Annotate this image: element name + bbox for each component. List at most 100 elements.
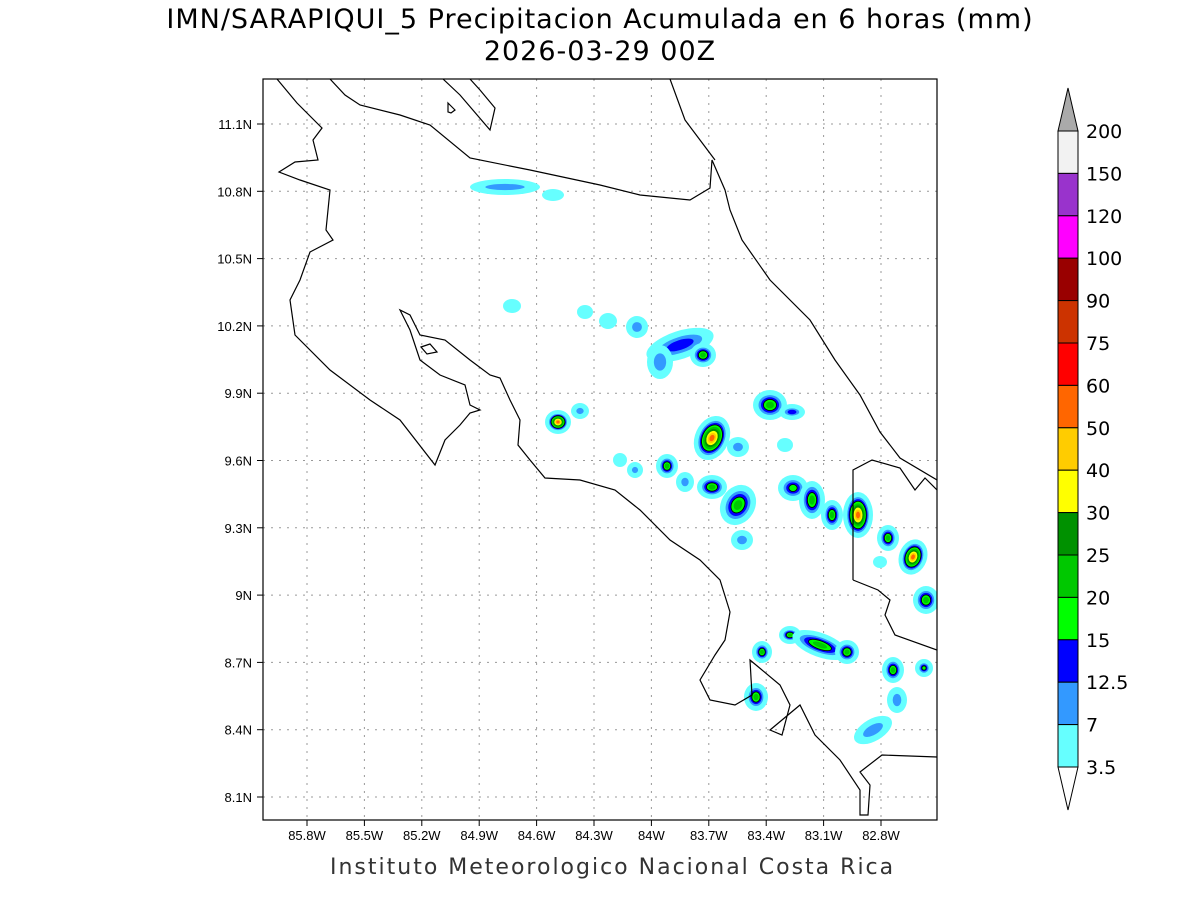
colorbar-swatch: [1057, 342, 1079, 386]
lon-tick-label: 85.5W: [346, 828, 384, 843]
precipitation-contour: [556, 420, 560, 424]
precipitation-contour: [599, 313, 617, 329]
precipitation-contour: [708, 484, 716, 490]
precipitation-cell: [577, 305, 593, 319]
precipitation-contour: [709, 434, 715, 442]
precipitation-cell: [599, 313, 617, 329]
precipitation-contour: [812, 641, 828, 649]
colorbar-swatch: [1057, 681, 1079, 726]
precipitation-cell: [877, 525, 899, 551]
latitude-labels: 11.1N 10.8N 10.5N 10.2N 9.9N 9.6N 9.3N 9N 8.7N 8.…: [217, 117, 263, 805]
lat-tick-label: 8.1N: [225, 790, 252, 805]
precipitation-cell: [727, 437, 749, 457]
lat-tick-label: 8.4N: [225, 723, 252, 738]
precipitation-contour: [921, 665, 927, 671]
precipitation-contour: [809, 495, 815, 505]
precipitation-contour: [863, 723, 883, 737]
precipitation-contour: [777, 438, 793, 452]
precipitation-contour: [613, 453, 627, 467]
precipitation-contour: [737, 535, 747, 545]
lon-tick-label: 82.8W: [862, 828, 900, 843]
lon-tick-label: 85.8W: [288, 828, 326, 843]
colorbar-level-label: 30: [1086, 503, 1110, 525]
precipitation-contour: [542, 189, 564, 201]
precipitation-contour: [873, 556, 887, 568]
precipitation-contour: [787, 633, 793, 637]
precipitation-contour: [766, 401, 774, 409]
precipitation-contour: [681, 477, 689, 487]
precipitation-contour: [700, 352, 706, 358]
colorbar-swatch: [1057, 554, 1079, 598]
precipitation-cell: [676, 472, 694, 492]
precipitation-cell: [690, 343, 716, 367]
colorbar-level-label: 90: [1086, 291, 1110, 313]
precipitation-contour: [631, 466, 639, 474]
precipitation-contour: [760, 649, 764, 655]
precipitation-contour: [829, 511, 835, 519]
precipitation-contour: [577, 305, 593, 319]
lat-tick-label: 8.7N: [225, 655, 252, 670]
colorbar-swatch: [1057, 639, 1079, 683]
lat-tick-label: 11.1N: [218, 117, 252, 132]
precipitation-contour: [666, 338, 694, 352]
precipitation-contour: [753, 693, 759, 701]
colorbar-level-label: 120: [1086, 206, 1122, 228]
precipitation-contour: [653, 353, 667, 371]
lon-tick-label: 83.7W: [690, 828, 728, 843]
precipitation-cell: [854, 715, 892, 745]
colorbar-level-label: 100: [1086, 248, 1122, 270]
precipitation-contour: [503, 299, 521, 313]
precipitation-cell: [613, 453, 627, 467]
precipitation-cell: [792, 629, 848, 661]
colorbar-level-label: 75: [1086, 333, 1110, 355]
colorbar-swatch: [1057, 724, 1079, 768]
colorbar-over-triangle: [1057, 87, 1079, 132]
map-frame: [262, 78, 938, 821]
lat-tick-label: 9.3N: [225, 521, 252, 536]
lon-tick-label: 85.2W: [403, 828, 441, 843]
lat-tick-label: 9.6N: [225, 454, 252, 469]
precipitation-contour: [576, 407, 584, 415]
precipitation-cell: [647, 345, 673, 379]
precipitation-cell: [777, 438, 793, 452]
colorbar-swatch: [1057, 469, 1079, 514]
precipitation-contour: [733, 500, 743, 510]
lon-tick-label: 84.9W: [460, 828, 498, 843]
precipitation-contour: [787, 409, 797, 415]
lat-tick-label: 10.5N: [217, 252, 252, 267]
colorbar-level-label: 12.5: [1086, 672, 1128, 694]
precipitation-field: [470, 179, 937, 745]
precipitation-cell: [752, 641, 772, 663]
precipitation-contour: [890, 667, 896, 673]
precipitation-cell: [627, 462, 643, 478]
colorbar-under-triangle: [1057, 766, 1079, 811]
colorbar-level-label: 40: [1086, 460, 1110, 482]
colorbar-legend: 200 150 120 100 90 75 60 50 40 30 25 20 15 12.5 7 3.5: [1057, 87, 1128, 811]
colorbar-level-label: 60: [1086, 375, 1110, 397]
precipitation-cell: [913, 586, 937, 614]
precipitation-contour: [788, 484, 798, 492]
precipitation-cell: [821, 500, 843, 530]
precipitation-cell: [873, 556, 887, 568]
precipitation-contour: [485, 183, 525, 191]
precipitation-cell: [753, 390, 787, 420]
colorbar-level-label: 15: [1086, 630, 1110, 652]
colorbar-swatch: [1057, 427, 1079, 471]
colorbar-level-label: 50: [1086, 418, 1110, 440]
lon-tick-label: 83.1W: [805, 828, 843, 843]
precipitation-contour: [923, 596, 929, 604]
lon-tick-label: 84.6W: [518, 828, 556, 843]
colorbar-level-label: 150: [1086, 163, 1122, 185]
colorbar-swatch: [1057, 596, 1079, 641]
precipitation-cell: [799, 481, 825, 519]
coastlines: [276, 79, 937, 816]
precipitation-cell: [843, 492, 873, 538]
precipitation-cell: [571, 403, 589, 419]
precipitation-cell: [693, 415, 731, 461]
precipitation-cell: [470, 179, 540, 195]
lon-tick-label: 84.3W: [575, 828, 613, 843]
colorbar-swatch: [1057, 512, 1079, 556]
lon-tick-label: 83.4W: [747, 828, 785, 843]
precipitation-cell: [779, 404, 805, 420]
